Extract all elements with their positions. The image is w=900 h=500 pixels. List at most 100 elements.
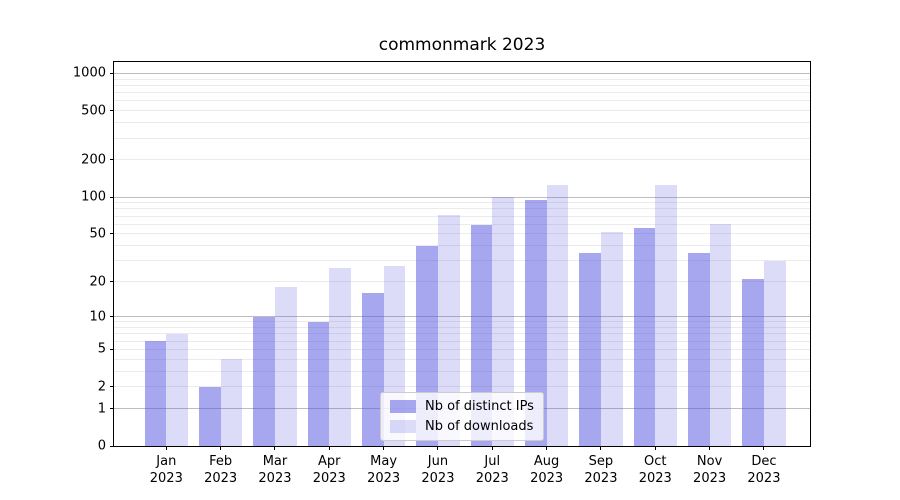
bar-downloads-mar [274,287,297,446]
gridline-minor [114,78,810,80]
gridline-minor [114,100,810,102]
gridline-minor [114,370,810,372]
x-tick-mark [654,446,656,450]
gridline-major [114,72,810,74]
y-tick-mark [110,408,114,410]
x-tick-label-oct: Oct 2023 [638,454,672,486]
legend-label-distinct-ips: Nb of distinct IPs [425,399,534,414]
x-tick-mark [763,446,765,450]
bar-distinct-ips-nov [687,252,710,446]
gridline-minor [114,84,810,86]
x-tick-label-jun: Jun 2023 [421,454,455,486]
chart-title: commonmark 2023 [378,35,546,55]
x-tick-label-feb: Feb 2023 [204,454,238,486]
bar-downloads-apr [329,268,351,446]
y-tick-label: 5 [97,341,106,357]
bar-distinct-ips-aug [524,199,547,446]
x-tick-label-may: May 2023 [367,454,401,486]
bar-downloads-jan [166,333,188,446]
bar-distinct-ips-apr [307,321,330,446]
gridline-minor [114,260,810,262]
y-tick-mark [110,233,114,235]
x-tick-mark [546,446,548,450]
gridline-minor [114,137,810,139]
x-tick-label-dec: Dec 2023 [747,454,781,486]
bar-distinct-ips-feb [198,386,221,446]
y-tick-mark [110,159,114,161]
legend-item-downloads: Nb of downloads [390,419,534,434]
gridline-minor [114,281,810,283]
x-tick-label-apr: Apr 2023 [312,454,346,486]
x-tick-mark [220,446,222,450]
y-tick-label: 2 [97,379,106,395]
gridline-minor [114,348,810,350]
gridline-major [114,316,810,318]
bar-downloads-aug [546,185,569,446]
x-tick-mark [600,446,602,450]
legend: Nb of distinct IPs Nb of downloads [380,392,544,441]
gridline-minor [114,223,810,225]
gridline-minor [114,321,810,323]
bar-downloads-jun [437,214,460,446]
bar-downloads-nov [709,224,732,446]
x-tick-label-jul: Jul 2023 [475,454,509,486]
x-tick-label-mar: Mar 2023 [258,454,292,486]
x-tick-label-nov: Nov 2023 [693,454,727,486]
gridline-minor [114,245,810,247]
y-tick-label: 20 [89,274,106,290]
x-tick-label-sep: Sep 2023 [584,454,618,486]
plot-area: Nb of distinct IPs Nb of downloads 0 1 2 5 1… [73,61,811,486]
bar-downloads-dec [763,260,786,446]
gridline-major [114,196,810,198]
y-tick-label: 0 [97,438,106,454]
bar-distinct-ips-dec [742,279,764,446]
gridline-minor [114,386,810,388]
bar-downloads-feb [220,359,243,446]
bar-downloads-oct [655,185,677,446]
y-tick-mark [110,316,114,318]
x-tick-mark [383,446,385,450]
gridline-minor [114,333,810,335]
y-tick-mark [110,196,114,198]
x-tick-mark [491,446,493,450]
y-tick-mark [110,445,114,447]
y-tick-label: 200 [81,152,106,168]
legend-swatch-distinct-ips [390,400,416,413]
y-tick-label: 500 [81,103,106,119]
gridline-minor [114,110,810,112]
y-tick-label: 100 [81,189,106,205]
x-tick-label-jan: Jan 2023 [149,454,183,486]
y-tick-mark [110,72,114,74]
legend-label-downloads: Nb of downloads [425,419,534,434]
x-tick-mark [165,446,167,450]
x-tick-mark [437,446,439,450]
bar-distinct-ips-jul [470,225,493,446]
gridline-minor [114,208,810,210]
legend-swatch-downloads [390,420,416,433]
gridline-minor [114,340,810,342]
y-tick-label: 10 [89,309,106,325]
gridline-minor [114,92,810,94]
gridline-minor [114,122,810,124]
gridline-minor [114,202,810,204]
y-tick-mark [110,281,114,283]
y-tick-mark [110,386,114,388]
bar-downloads-jul [492,197,514,446]
y-tick-label: 50 [89,226,106,242]
bar-downloads-sep [600,231,623,446]
bar-distinct-ips-jan [144,341,167,446]
legend-item-distinct-ips: Nb of distinct IPs [390,399,534,414]
x-tick-mark [274,446,276,450]
gridline-minor [114,326,810,328]
y-tick-label: 1000 [72,65,106,81]
bar-distinct-ips-may [361,293,384,446]
bar-distinct-ips-mar [253,316,275,446]
gridline-minor [114,233,810,235]
y-tick-mark [110,110,114,112]
gridline-minor [114,215,810,217]
y-tick-label: 1 [97,401,106,417]
x-tick-label-aug: Aug 2023 [530,454,564,486]
bar-distinct-ips-oct [633,227,656,446]
y-tick-mark [110,348,114,350]
